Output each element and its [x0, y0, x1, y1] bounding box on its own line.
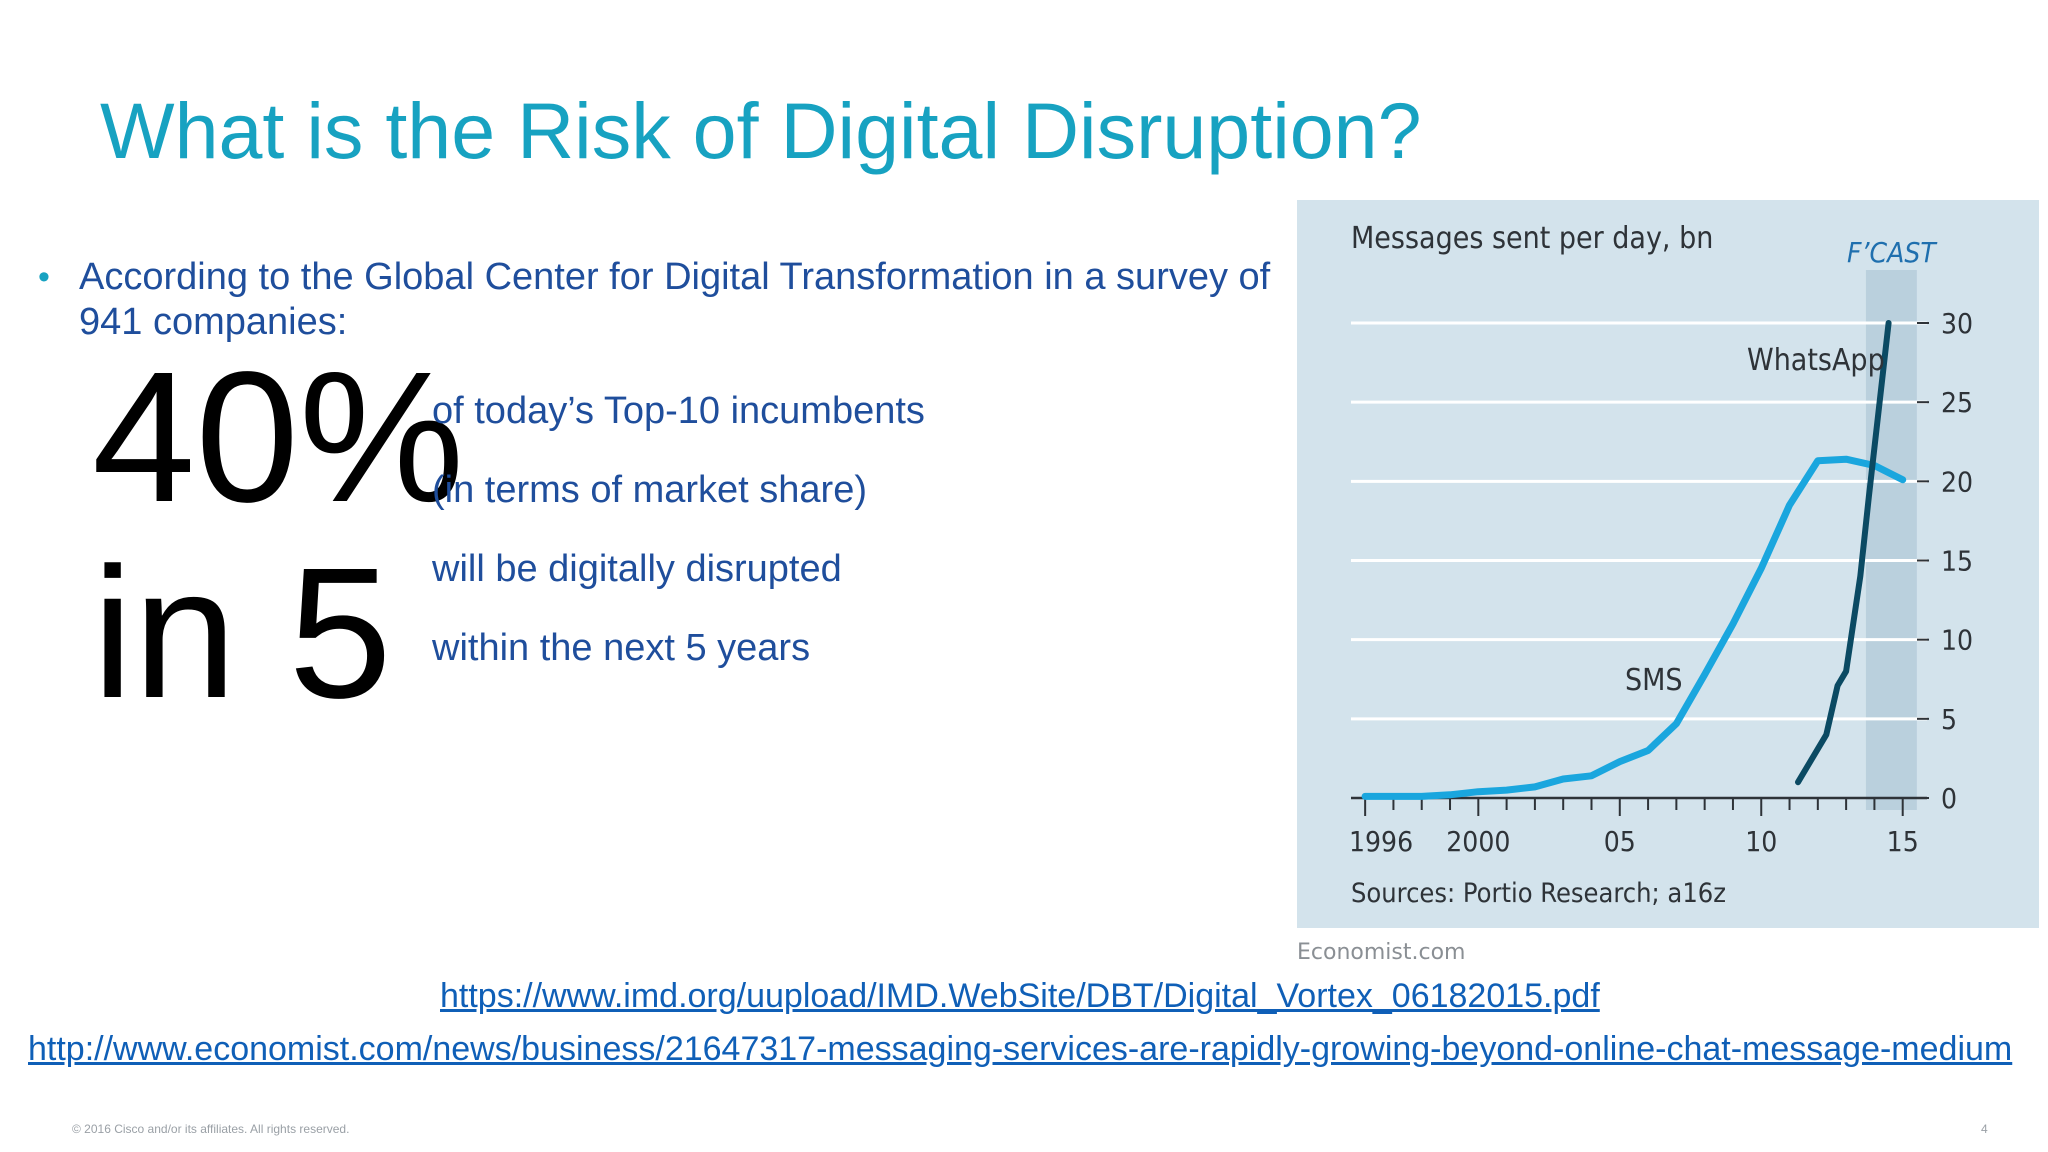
- chart-background: [1297, 200, 2039, 928]
- economist-article-link[interactable]: http://www.economist.com/news/business/2…: [28, 1030, 2013, 1068]
- stat-line: (in terms of market share): [432, 469, 867, 511]
- y-tick-label: 30: [1941, 307, 1973, 340]
- stat-line: of today’s Top-10 incumbents: [432, 390, 925, 432]
- chart-title: Messages sent per day, bn: [1351, 221, 1713, 256]
- y-tick-label: 0: [1941, 782, 1957, 815]
- stat-line: within the next 5 years: [432, 627, 811, 669]
- whatsapp-series-line: [1795, 320, 1892, 786]
- big-statistic: 40% in 5: [92, 340, 464, 732]
- y-tick-label: 10: [1941, 624, 1973, 657]
- big-stat-years: in 5: [92, 530, 392, 737]
- forecast-label: F’CAST: [1847, 236, 1938, 269]
- y-tick-labels: 0 5 10 15 20 25 30: [1941, 307, 1973, 815]
- statistic-description: of today’s Top-10 incumbents (in terms o…: [432, 372, 925, 688]
- slide-title: What is the Risk of Digital Disruption?: [100, 86, 1422, 175]
- sms-series-line: [1361, 455, 1907, 800]
- x-tick-label: 10: [1745, 825, 1777, 858]
- gridlines: [1351, 321, 1929, 799]
- chart-source: Sources: Portio Research; a16z: [1351, 878, 1726, 909]
- series-label-whatsapp: WhatsApp: [1747, 343, 1885, 378]
- footer-copyright: © 2016 Cisco and/or its affiliates. All …: [72, 1122, 350, 1136]
- y-tick-label: 15: [1941, 545, 1973, 578]
- series-label-sms: SMS: [1625, 663, 1683, 698]
- chart-credit: Economist.com: [1297, 940, 1466, 965]
- y-tick-label: 20: [1941, 465, 1973, 498]
- big-stat-percent: 40%: [92, 334, 465, 541]
- x-tick-label: 2000: [1446, 825, 1510, 858]
- x-tick-labels: 1996 2000 05 10 15: [1349, 825, 1919, 858]
- imd-report-link[interactable]: https://www.imd.org/uupload/IMD.WebSite/…: [440, 977, 1600, 1015]
- bullet-text: According to the Global Center for Digit…: [79, 256, 1271, 343]
- x-tick-label: 1996: [1349, 825, 1413, 858]
- x-tick-label: 05: [1604, 825, 1636, 858]
- bullet-dot-icon: •: [38, 258, 50, 296]
- page-number: 4: [1981, 1122, 1988, 1136]
- messages-chart: 0 5 10 15 20 25 30 1996 2000 05 10 15 Messages sen…: [1297, 200, 2039, 928]
- x-tick-label: 15: [1887, 825, 1919, 858]
- y-tick-label: 5: [1941, 703, 1957, 736]
- bullet-point: • According to the Global Center for Dig…: [38, 255, 1308, 345]
- stat-line: will be digitally disrupted: [432, 548, 842, 590]
- y-tick-label: 25: [1941, 386, 1973, 419]
